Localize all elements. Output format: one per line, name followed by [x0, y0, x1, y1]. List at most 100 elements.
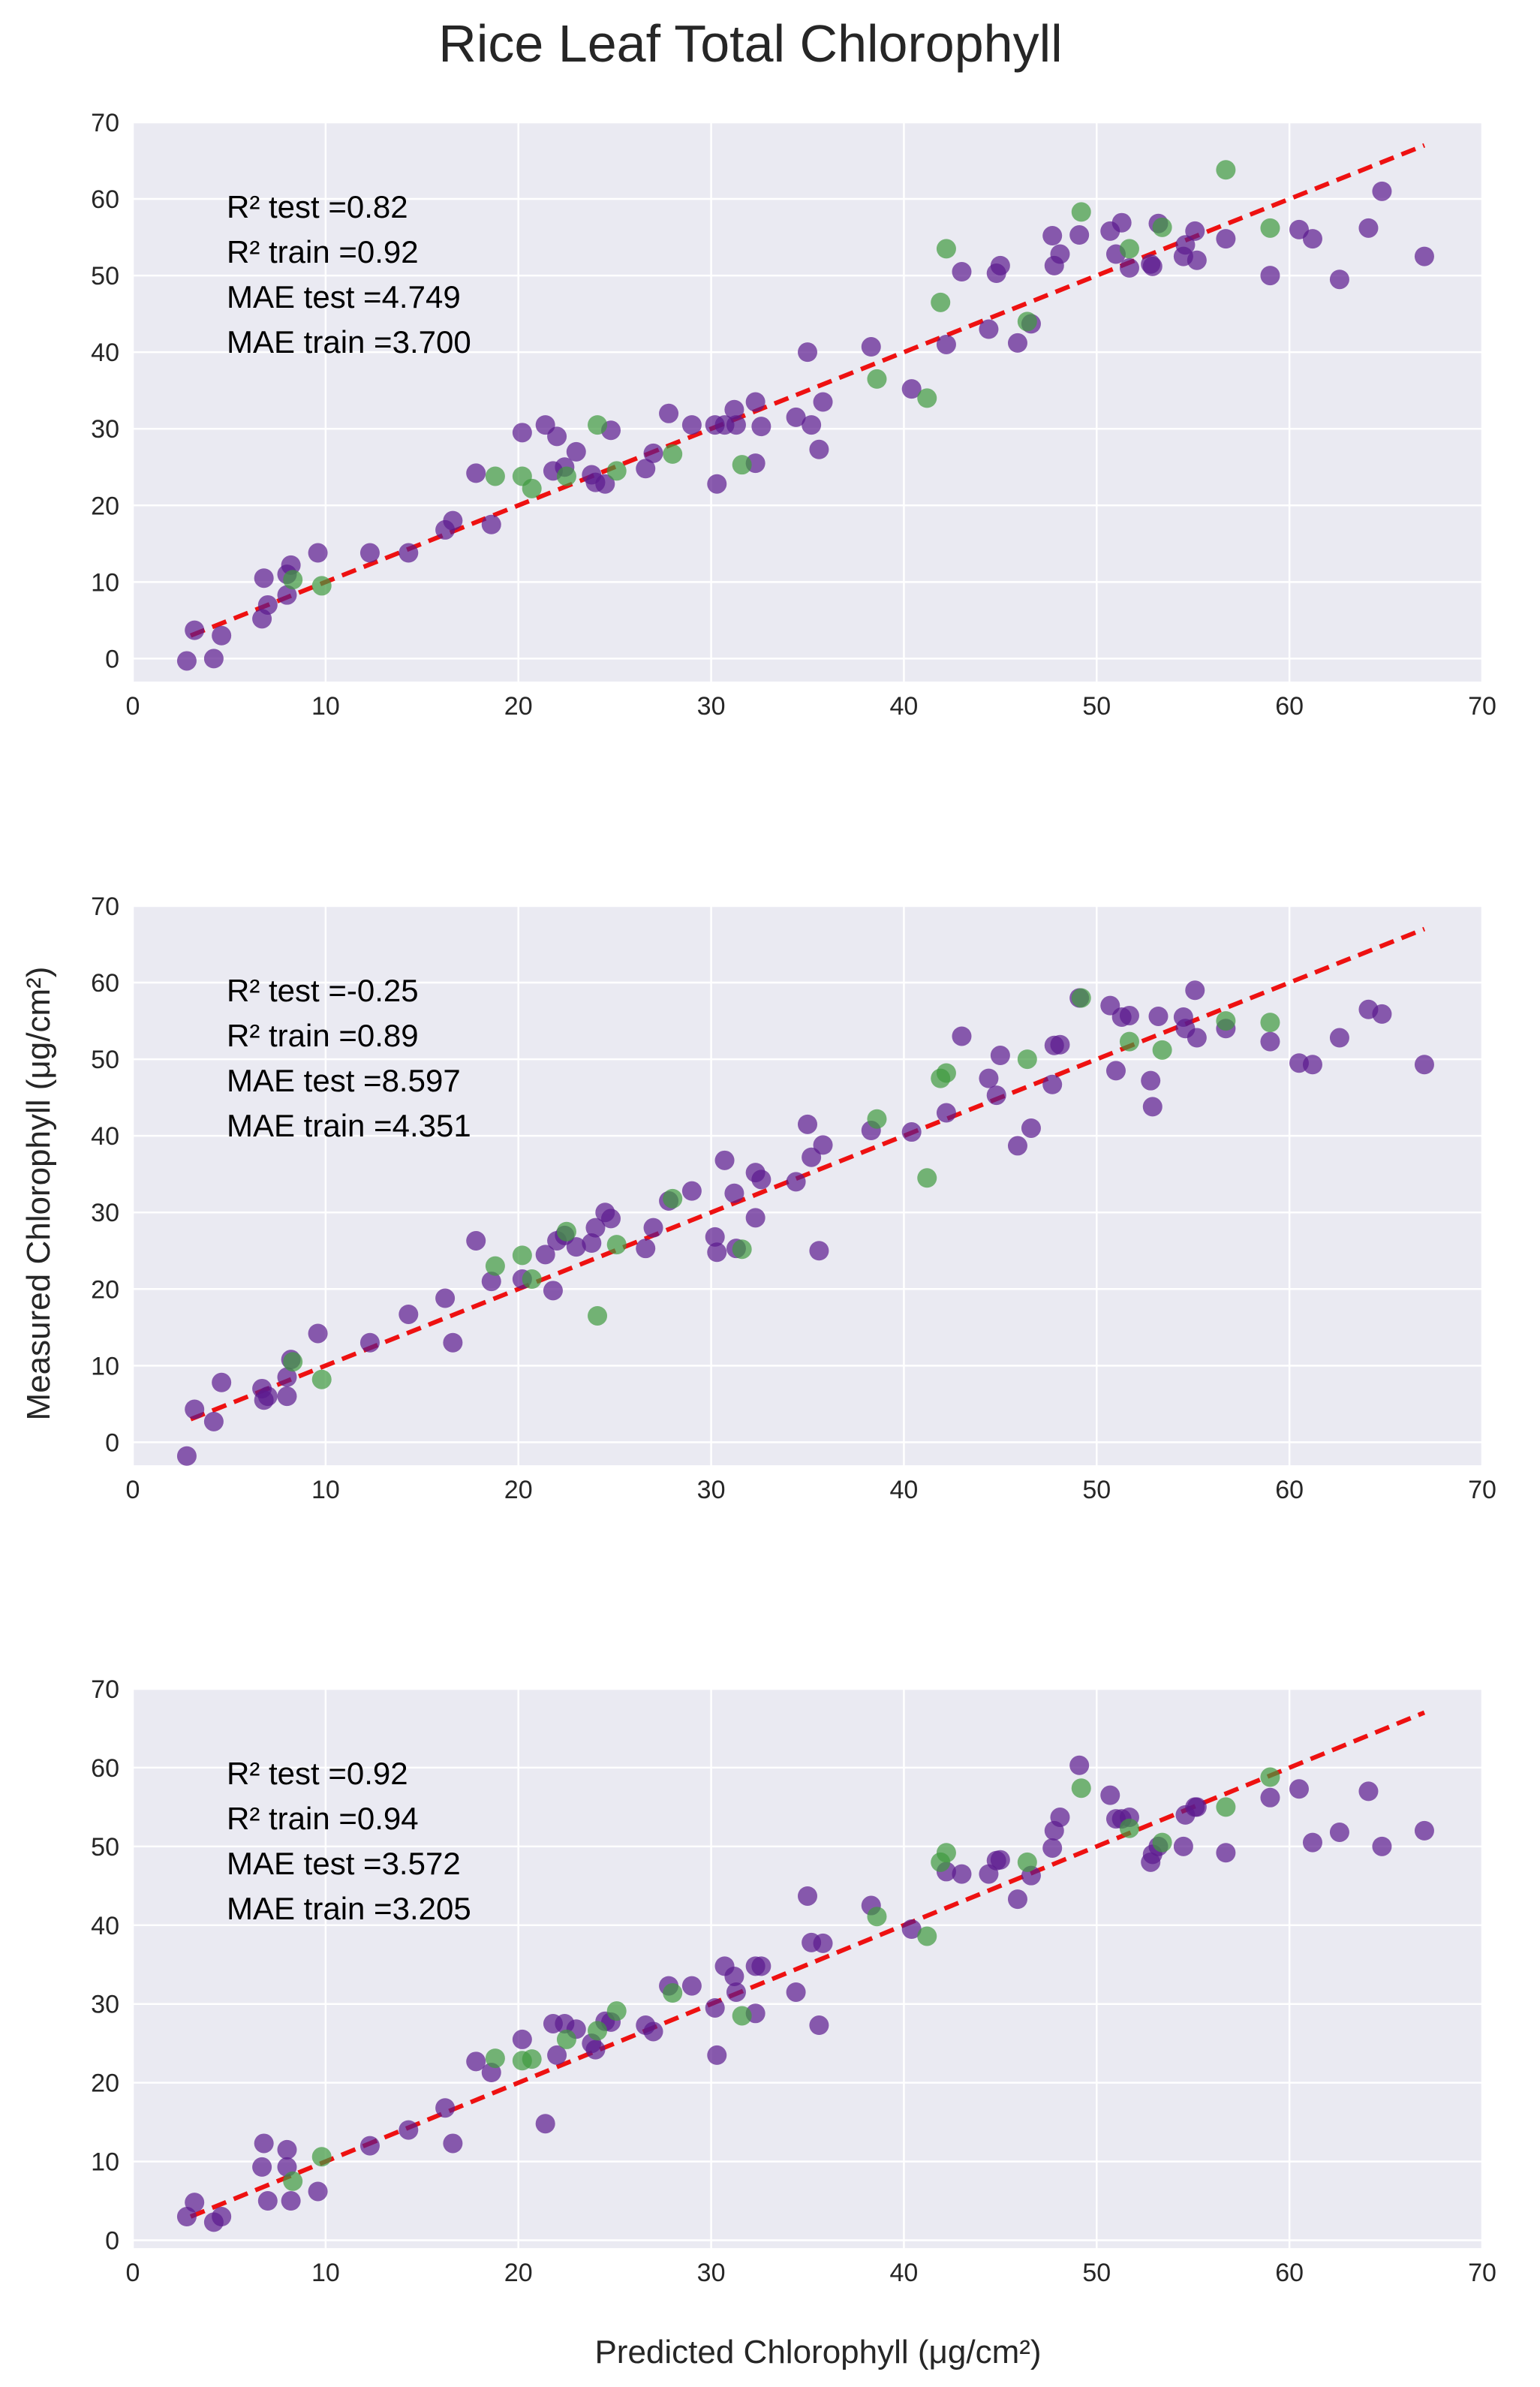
- train-point: [399, 2120, 419, 2140]
- y-tick-label: 70: [91, 109, 119, 137]
- train-point: [1042, 226, 1063, 246]
- train-point: [535, 1245, 555, 1265]
- train-point: [399, 1304, 419, 1324]
- y-tick-label: 20: [91, 1275, 119, 1304]
- train-point: [1187, 1028, 1207, 1048]
- train-point: [786, 1172, 806, 1192]
- x-tick-label: 40: [890, 2259, 919, 2287]
- train-point: [936, 1103, 956, 1123]
- train-point: [1050, 1034, 1070, 1055]
- x-tick-label: 10: [311, 1476, 340, 1504]
- train-point: [277, 585, 297, 605]
- y-tick-label: 30: [91, 1199, 119, 1227]
- train-point: [443, 2133, 463, 2154]
- train-point: [751, 1169, 772, 1190]
- train-point: [185, 2193, 205, 2213]
- train-point: [254, 568, 274, 588]
- x-axis-label: Predicted Chlorophyll (μg/cm²): [594, 2334, 1041, 2370]
- test-point: [1119, 1031, 1139, 1052]
- train-point: [257, 2191, 278, 2211]
- train-point: [281, 555, 301, 575]
- test-point: [283, 2171, 303, 2191]
- train-point: [952, 262, 972, 282]
- train-point: [813, 392, 833, 412]
- train-point: [1100, 1785, 1120, 1805]
- train-point: [802, 415, 822, 435]
- x-tick-label: 30: [697, 692, 726, 721]
- train-point: [543, 1281, 563, 1301]
- train-point: [1050, 1808, 1070, 1828]
- test-point: [283, 1352, 303, 1372]
- metric-text: R² train =0.94: [227, 1801, 419, 1836]
- grid: [131, 121, 1484, 682]
- test-point: [485, 2048, 505, 2069]
- train-point: [176, 1446, 197, 1466]
- test-point: [732, 1239, 752, 1260]
- x-tick-label: 50: [1082, 2259, 1111, 2287]
- metric-text: R² train =0.89: [227, 1018, 419, 1053]
- y-tick-label: 0: [105, 2227, 119, 2256]
- test-point: [606, 1235, 627, 1255]
- x-tick-label: 0: [126, 692, 140, 721]
- fit-line: [189, 143, 1426, 638]
- train-point: [176, 651, 197, 671]
- train-point: [681, 415, 702, 435]
- train-point: [681, 1181, 702, 1201]
- metric-text: MAE train =4.351: [227, 1108, 471, 1143]
- train-point: [277, 1386, 297, 1407]
- chart-panel-2: 0 10 20 30 40 50 60 70 0 10 20 30 40 50 60 70 R² test =-…: [91, 892, 1496, 1504]
- train-point: [1069, 225, 1090, 245]
- train-point: [979, 319, 999, 339]
- train-point: [901, 1122, 922, 1142]
- train-point: [705, 1227, 725, 1247]
- train-point: [643, 2021, 663, 2042]
- train-point: [1358, 1781, 1379, 1802]
- y-tick-label: 60: [91, 969, 119, 998]
- train-point: [1187, 1797, 1207, 1817]
- train-point: [1148, 1006, 1169, 1026]
- metric-text: R² test =0.92: [227, 1756, 408, 1791]
- test-point: [311, 1369, 332, 1389]
- x-tick-label: 50: [1082, 692, 1111, 721]
- y-tick-label: 10: [91, 2148, 119, 2177]
- train-point: [1216, 1843, 1236, 1863]
- metric-text: MAE test =4.749: [227, 279, 461, 315]
- train-point: [1329, 269, 1349, 290]
- chart-panel-1: 0 10 20 30 40 50 60 70 0 10 20 30 40 50 60 70 R² test =0…: [91, 109, 1496, 721]
- x-tick-label: 10: [311, 2259, 340, 2287]
- train-point: [786, 1982, 806, 2002]
- train-point: [1105, 1061, 1126, 1081]
- train-point: [252, 2157, 272, 2177]
- x-tick-label: 0: [126, 1476, 140, 1504]
- figure-title: Rice Leaf Total Chlorophyll: [438, 14, 1062, 73]
- test-point: [1071, 202, 1091, 222]
- train-point: [308, 2181, 328, 2202]
- train-point: [809, 1241, 829, 1261]
- train-point: [1141, 1070, 1161, 1091]
- train-point: [1119, 257, 1139, 278]
- test-point: [606, 461, 627, 481]
- test-point: [485, 1256, 505, 1276]
- train-point: [1042, 1838, 1063, 1858]
- train-point: [813, 1933, 833, 1953]
- test-point: [522, 2049, 542, 2069]
- train-point: [512, 423, 532, 443]
- y-tick-label: 20: [91, 2069, 119, 2098]
- train-point: [643, 443, 663, 463]
- train-point: [952, 1026, 972, 1046]
- train-point: [359, 543, 380, 563]
- metric-text: MAE train =3.205: [227, 1891, 471, 1926]
- x-tick-label: 60: [1275, 692, 1304, 721]
- train-point: [1302, 1832, 1322, 1853]
- test-point: [663, 1188, 683, 1209]
- train-point: [1007, 1136, 1027, 1156]
- train-point: [1069, 1755, 1090, 1775]
- test-point: [931, 292, 951, 312]
- train-point: [707, 1242, 727, 1263]
- train-point: [1007, 333, 1027, 353]
- train-point: [359, 2136, 380, 2156]
- train-point: [435, 1288, 456, 1308]
- metric-text: R² test =-0.25: [227, 973, 419, 1008]
- train-point: [203, 1411, 224, 1431]
- train-point: [745, 1208, 765, 1228]
